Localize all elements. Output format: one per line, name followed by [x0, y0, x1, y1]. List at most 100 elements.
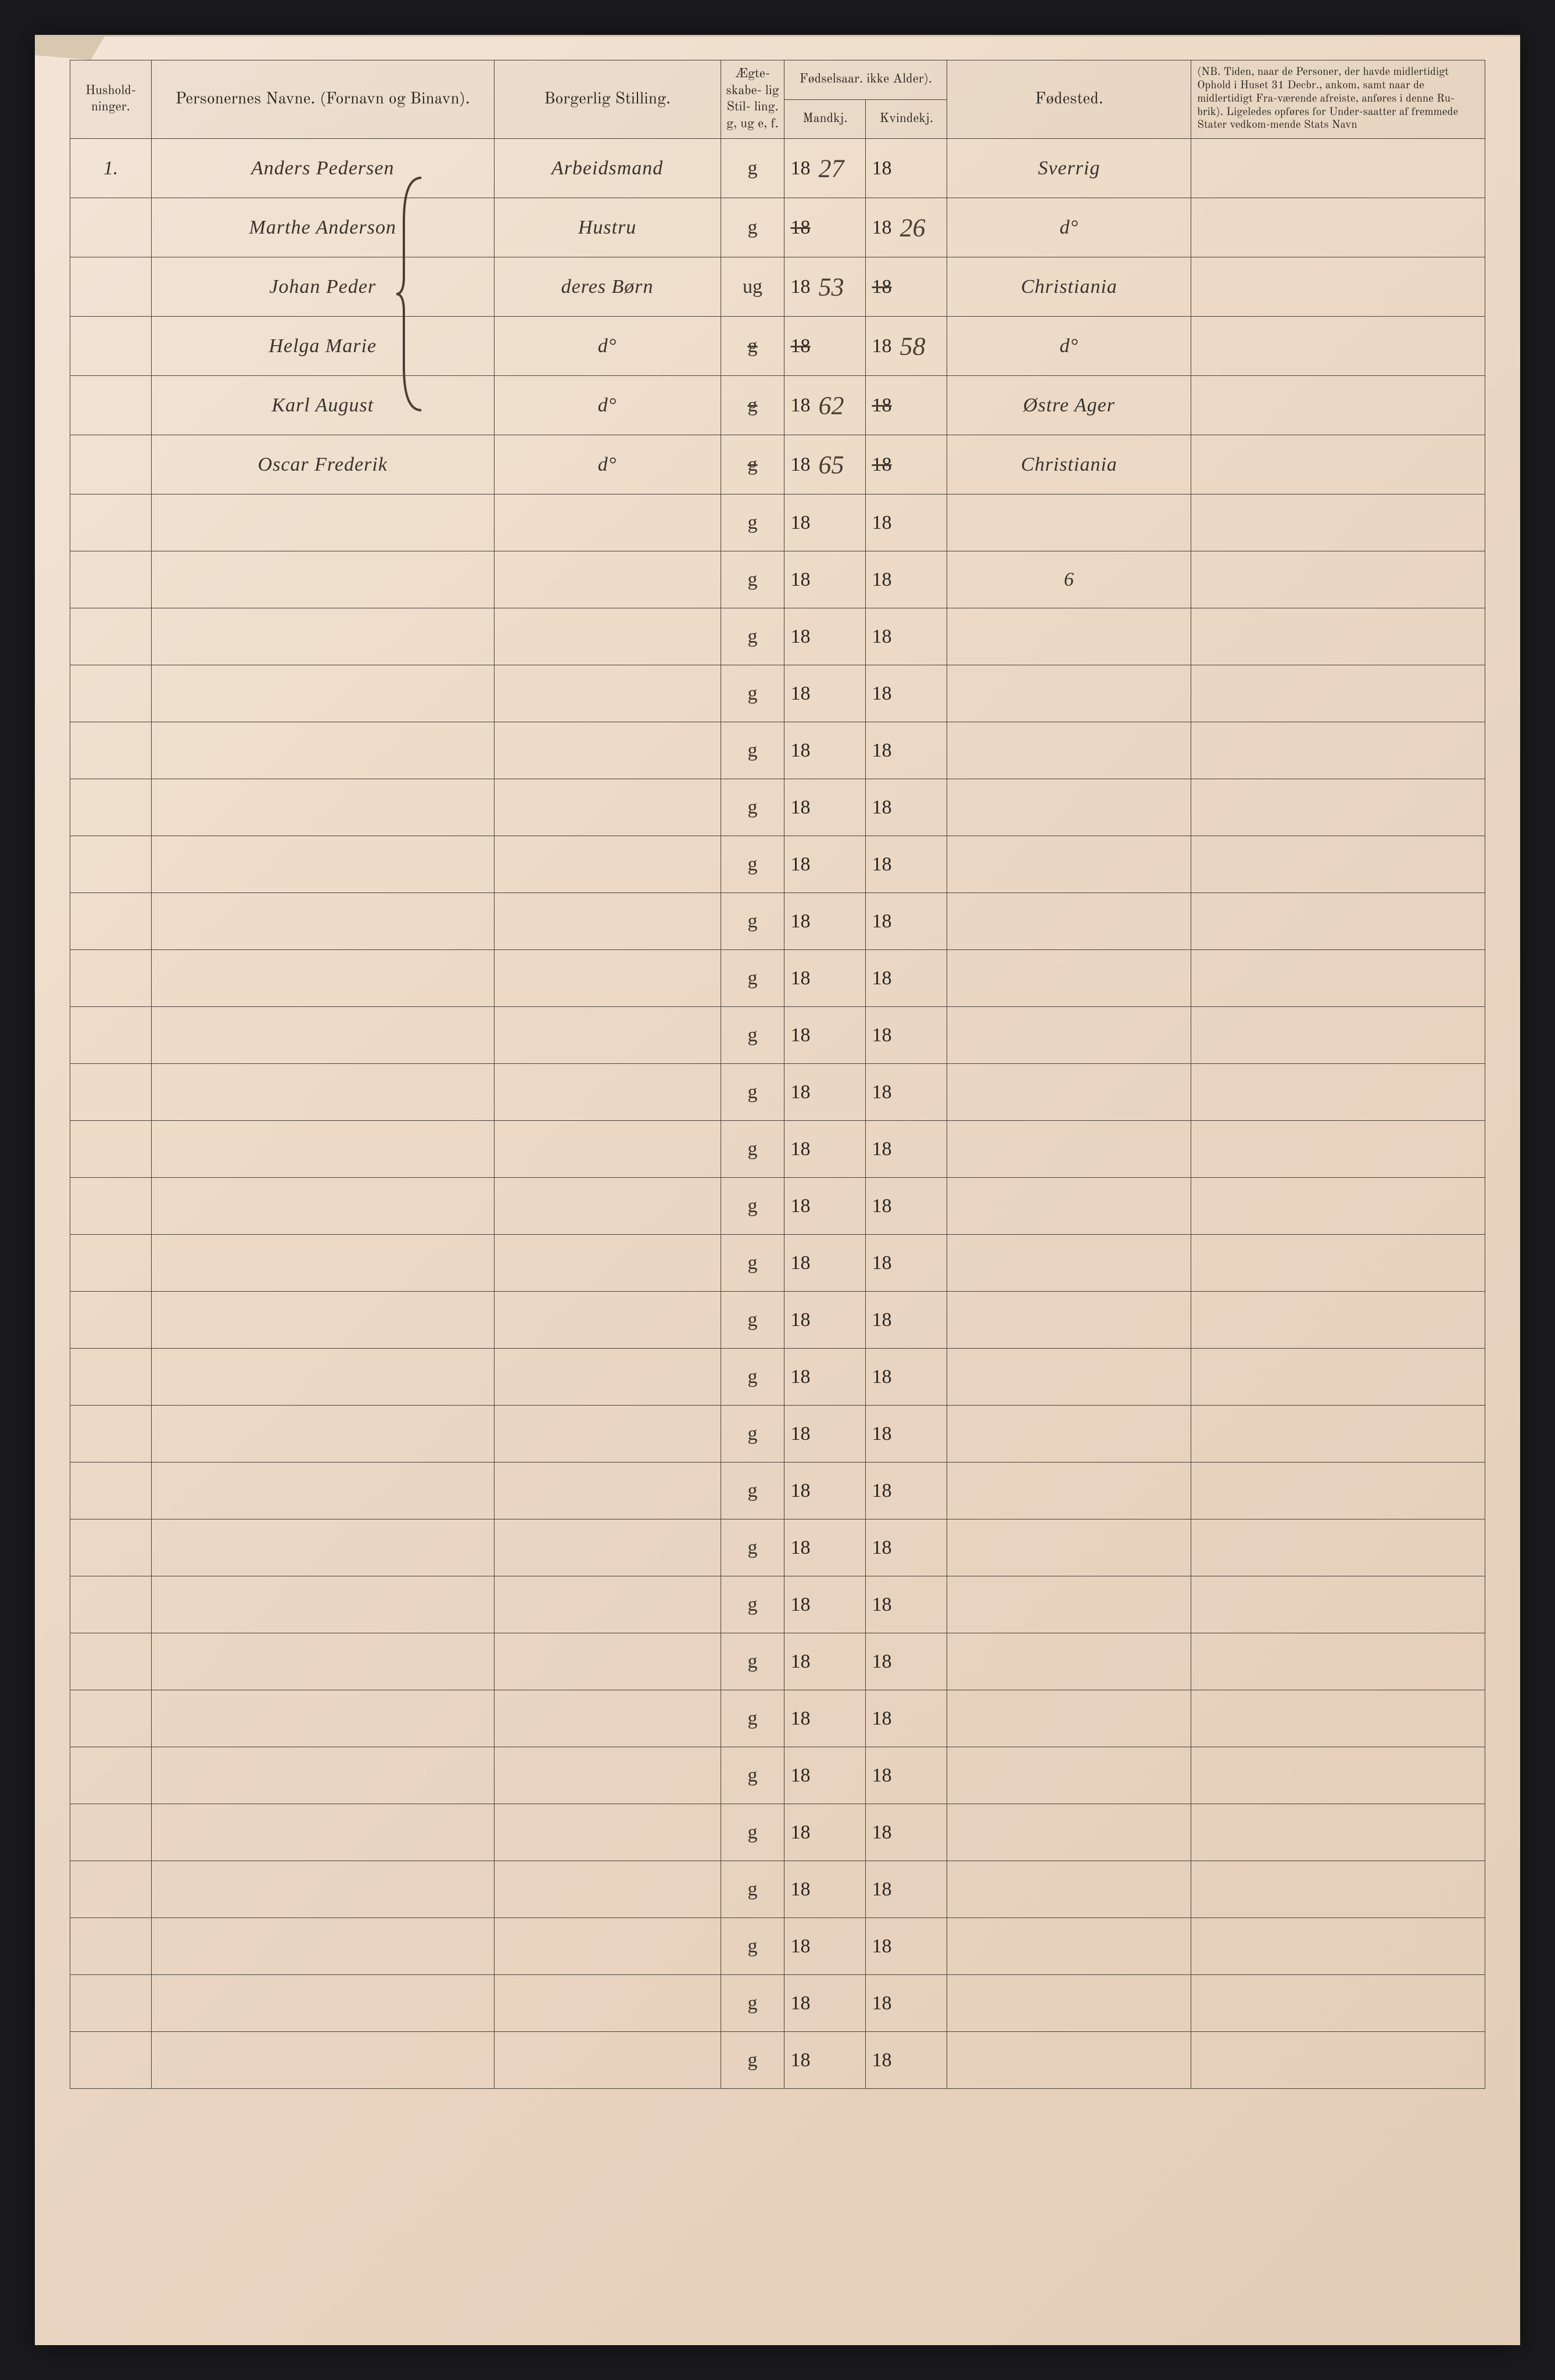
year-cell: 18: [784, 1349, 866, 1406]
agte-cell: g: [721, 376, 784, 435]
preprinted-year-prefix: 18: [790, 1423, 810, 1445]
year-cell: 18: [866, 551, 947, 608]
note-cell: [1191, 1064, 1485, 1121]
year-cell: 18: [784, 1804, 866, 1861]
empty-cell: [70, 1633, 152, 1690]
empty-cell: [494, 1804, 721, 1861]
agte-cell: g: [721, 1064, 784, 1121]
empty-cell: [494, 2032, 721, 2089]
fodested-cell: Sverrig: [947, 139, 1191, 198]
table-row: g1818: [70, 665, 1485, 722]
empty-cell: [70, 1576, 152, 1633]
agte-cell: g: [721, 722, 784, 779]
note-cell: [1191, 198, 1485, 257]
note-cell: [1191, 317, 1485, 376]
note-cell: [1191, 376, 1485, 435]
year-cell: 18: [866, 1576, 947, 1633]
empty-cell: [70, 1861, 152, 1918]
year-cell: 18: [784, 1861, 866, 1918]
table-row: Helga Maried°g181858d°: [70, 317, 1485, 376]
year-cell: 18: [866, 836, 947, 893]
empty-cell: [70, 494, 152, 551]
fodested-cell: [947, 1519, 1191, 1576]
note-cell: [1191, 1178, 1485, 1235]
fodested-cell: [947, 1235, 1191, 1292]
note-cell: [1191, 1804, 1485, 1861]
year-cell: 18: [784, 1690, 866, 1747]
table-row: g1818: [70, 1178, 1485, 1235]
preprinted-year-prefix: 18: [872, 1992, 891, 2015]
fodested-cell: [947, 950, 1191, 1007]
fodested-cell: [947, 1463, 1191, 1519]
empty-cell: [151, 1178, 494, 1235]
preprinted-year-prefix: 18: [872, 854, 891, 876]
preprinted-year-prefix: 18: [790, 1480, 810, 1502]
year-cell: 18: [784, 1406, 866, 1463]
year-cell: 18: [784, 836, 866, 893]
preprinted-year-prefix: 18: [872, 1195, 891, 1217]
preprinted-year-prefix: 18: [872, 1423, 891, 1445]
empty-cell: [70, 1235, 152, 1292]
empty-cell: [70, 1292, 152, 1349]
name-cell: Helga Marie: [151, 317, 494, 376]
table-row: g1818: [70, 1121, 1485, 1178]
year-cell: 18: [866, 1519, 947, 1576]
preprinted-year-prefix: 18: [872, 1480, 891, 1502]
year-cell: 18: [866, 139, 947, 198]
preprinted-year-prefix: 18: [790, 217, 810, 239]
preprinted-year-prefix: 18: [872, 797, 891, 819]
fodested-cell: [947, 1861, 1191, 1918]
fodested-cell: Christiania: [947, 435, 1191, 494]
fodested-cell: [947, 1576, 1191, 1633]
preprinted-year-prefix: 18: [872, 967, 891, 990]
year-cell: 18: [784, 551, 866, 608]
note-cell: [1191, 950, 1485, 1007]
fodested-cell: [947, 779, 1191, 836]
preprinted-year-prefix: 18: [790, 797, 810, 819]
table-row: g1818: [70, 779, 1485, 836]
fodested-cell: [947, 665, 1191, 722]
year-cell: 18: [866, 1406, 947, 1463]
empty-cell: [494, 836, 721, 893]
preprinted-year-prefix: 18: [872, 1879, 891, 1901]
year-cell: 18: [866, 1292, 947, 1349]
empty-cell: [151, 1235, 494, 1292]
agte-cell: g: [721, 139, 784, 198]
note-cell: [1191, 1463, 1485, 1519]
year-cell: 18: [866, 779, 947, 836]
empty-cell: [151, 1804, 494, 1861]
empty-cell: [151, 1292, 494, 1349]
fodested-cell: [947, 608, 1191, 665]
agte-cell: g: [721, 1406, 784, 1463]
note-cell: [1191, 1121, 1485, 1178]
empty-cell: [494, 1519, 721, 1576]
agte-cell: g: [721, 608, 784, 665]
preprinted-year-prefix: 18: [872, 1024, 891, 1046]
note-cell: [1191, 779, 1485, 836]
header-stilling: Borgerlig Stilling.: [494, 60, 721, 139]
year-cell: 18: [866, 1064, 947, 1121]
empty-cell: [70, 722, 152, 779]
empty-cell: [151, 950, 494, 1007]
preprinted-year-prefix: 18: [872, 1594, 891, 1616]
empty-cell: [494, 1861, 721, 1918]
empty-cell: [70, 1519, 152, 1576]
empty-cell: [494, 1918, 721, 1975]
preprinted-year-prefix: 18: [790, 1992, 810, 2015]
preprinted-year-prefix: 18: [872, 1309, 891, 1331]
table-row: g1818: [70, 1861, 1485, 1918]
year-cell: 18: [866, 1007, 947, 1064]
preprinted-year-prefix: 18: [790, 626, 810, 648]
table-row: g1818: [70, 1576, 1485, 1633]
year-cell: 1858: [866, 317, 947, 376]
note-cell: [1191, 139, 1485, 198]
table-row: g1818: [70, 1918, 1485, 1975]
note-cell: [1191, 1918, 1485, 1975]
agte-cell: g: [721, 494, 784, 551]
preprinted-year-prefix: 18: [790, 512, 810, 534]
year-cell: 18: [784, 198, 866, 257]
fodested-cell: Christiania: [947, 257, 1191, 317]
hushold-cell: [70, 257, 152, 317]
empty-cell: [70, 1349, 152, 1406]
stilling-cell: d°: [494, 435, 721, 494]
